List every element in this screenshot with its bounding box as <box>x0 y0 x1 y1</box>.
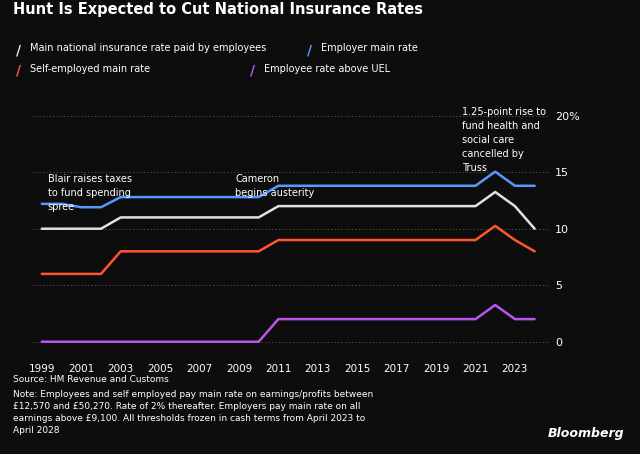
Text: Main national insurance rate paid by employees: Main national insurance rate paid by emp… <box>30 43 266 53</box>
Text: Bloomberg: Bloomberg <box>547 427 624 440</box>
Text: Self-employed main rate: Self-employed main rate <box>30 64 150 74</box>
Text: /: / <box>16 43 21 57</box>
Text: Blair raises taxes
to fund spending
spree: Blair raises taxes to fund spending spre… <box>48 174 132 212</box>
Text: Hunt Is Expected to Cut National Insurance Rates: Hunt Is Expected to Cut National Insuran… <box>13 2 423 17</box>
Text: Employer main rate: Employer main rate <box>321 43 418 53</box>
Text: 1.25-point rise to
fund health and
social care
cancelled by
Truss: 1.25-point rise to fund health and socia… <box>461 107 546 173</box>
Text: Note: Employees and self employed pay main rate on earnings/profits between
£12,: Note: Employees and self employed pay ma… <box>13 390 373 435</box>
Text: Cameron
begins austerity: Cameron begins austerity <box>235 174 314 198</box>
Text: /: / <box>16 64 21 78</box>
Text: /: / <box>307 43 312 57</box>
Text: Employee rate above UEL: Employee rate above UEL <box>264 64 390 74</box>
Text: Source: HM Revenue and Customs: Source: HM Revenue and Customs <box>13 375 168 384</box>
Text: /: / <box>250 64 255 78</box>
